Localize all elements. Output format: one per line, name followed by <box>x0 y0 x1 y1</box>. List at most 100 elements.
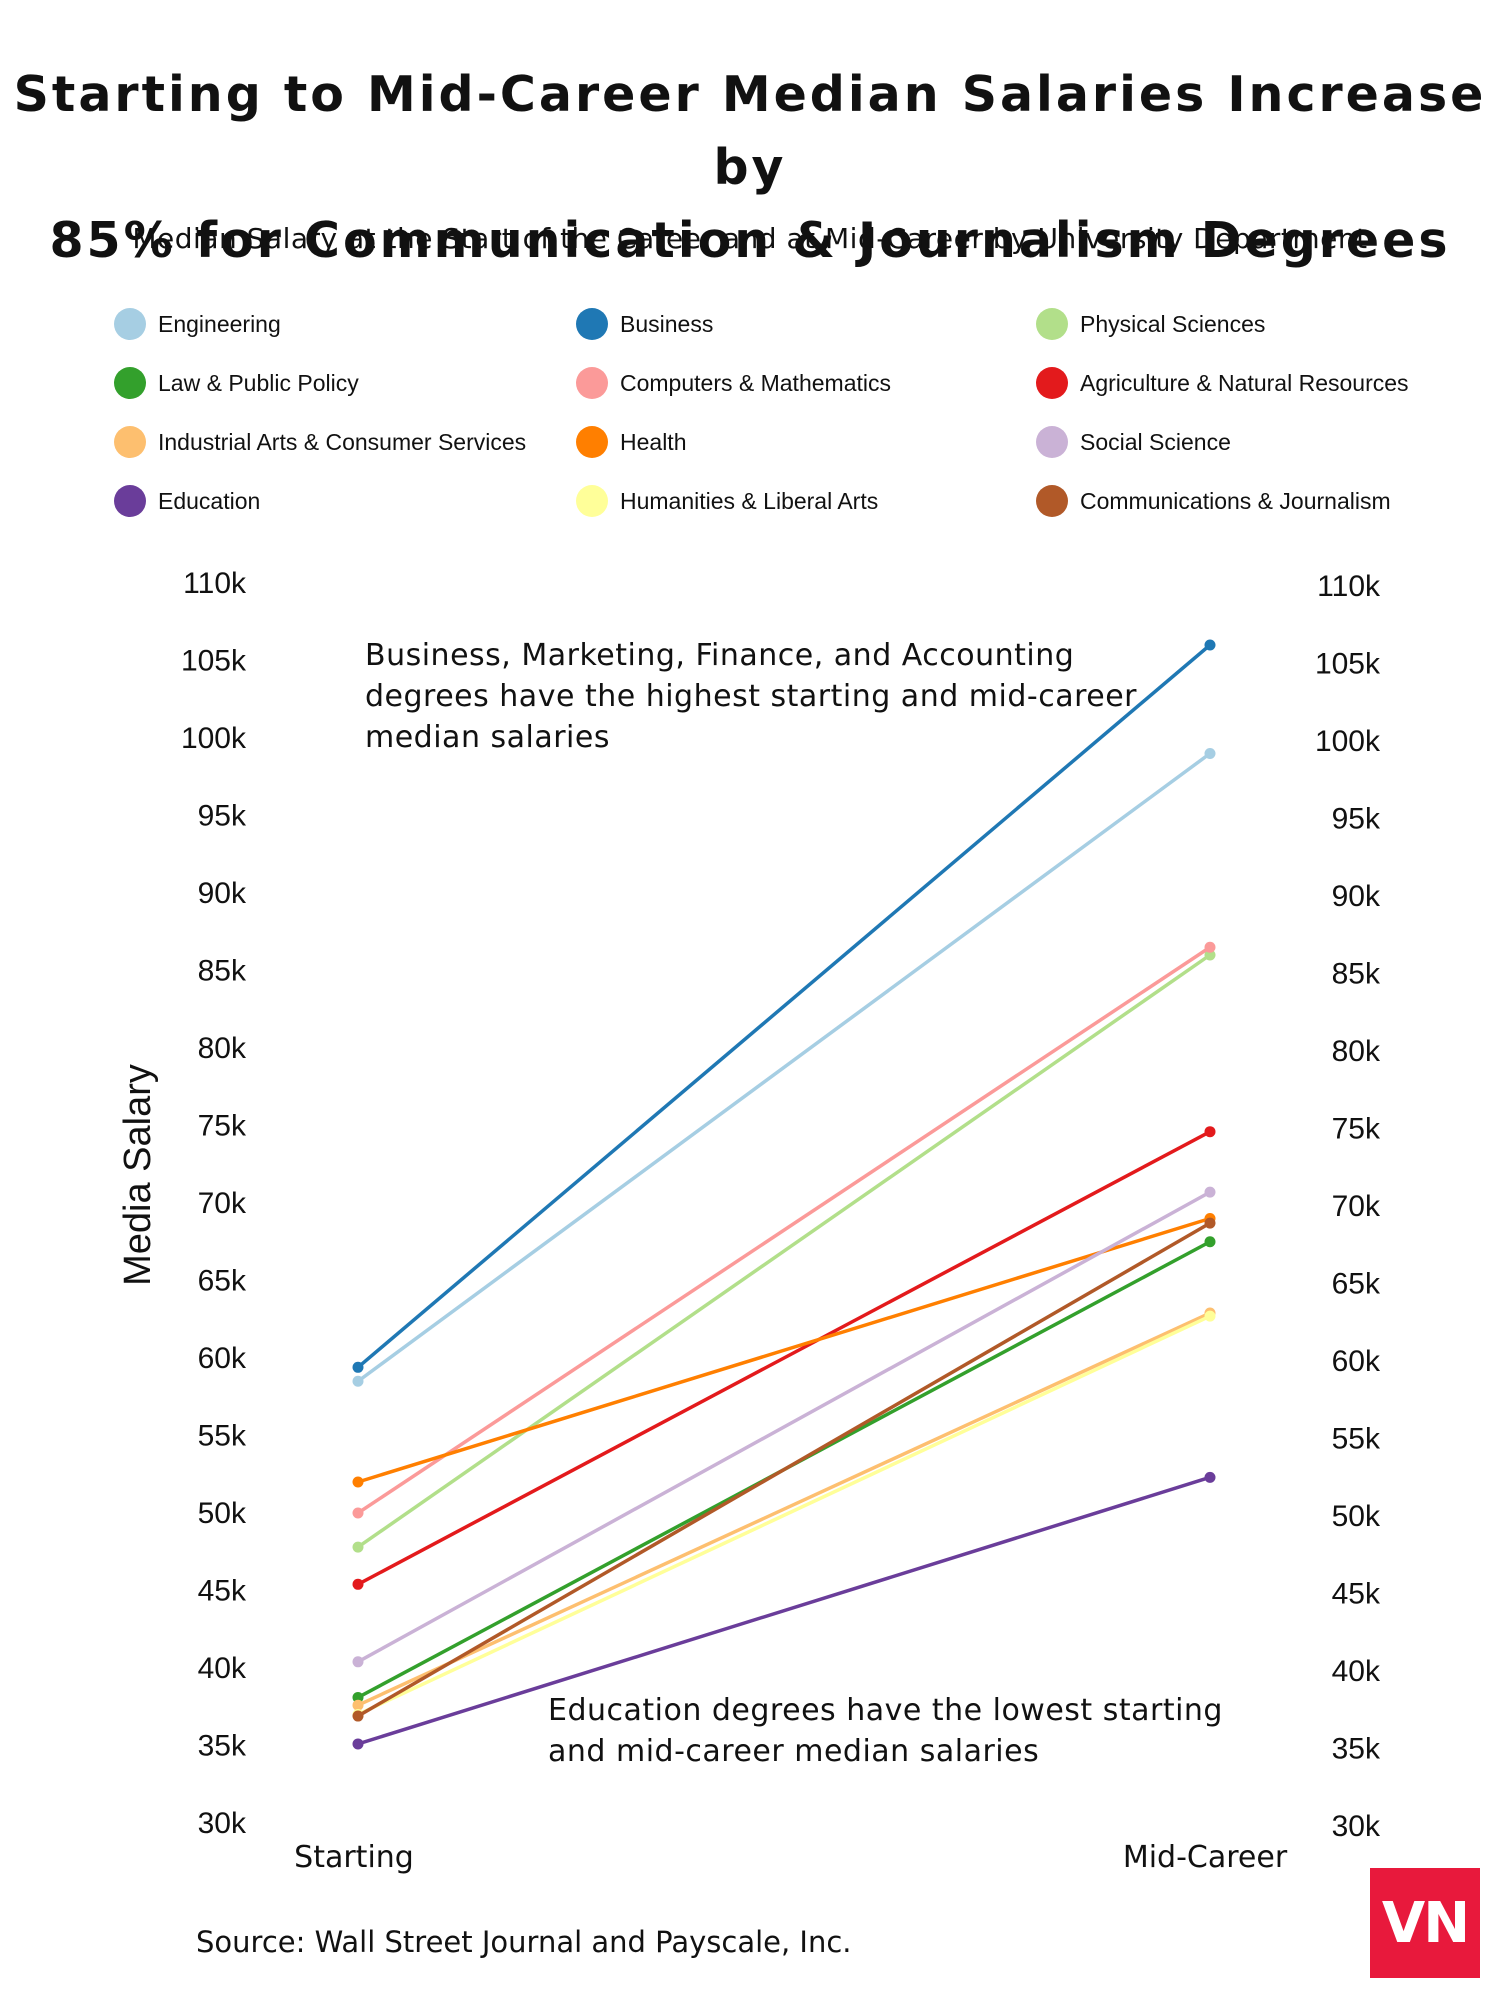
legend-label: Health <box>620 429 686 455</box>
legend-label: Law & Public Policy <box>158 370 359 396</box>
y-tick-label-right: 35k <box>1332 1733 1381 1766</box>
series-line <box>357 1475 1211 1746</box>
annotation-line: and mid-career median salaries <box>548 1734 1039 1769</box>
y-tick-label-right: 60k <box>1332 1345 1381 1378</box>
series-computers-mathematics <box>352 941 1216 1519</box>
y-tick-label-right: 85k <box>1332 958 1381 991</box>
x-category-mid-career: Mid-Career <box>1123 1840 1288 1875</box>
series-communications-journalism <box>352 1217 1216 1722</box>
y-tick-label-left: 35k <box>198 1730 247 1763</box>
legend-label: Communications & Journalism <box>1080 488 1391 514</box>
data-point-starting <box>352 1578 364 1590</box>
data-point-mid-career <box>1204 949 1216 961</box>
y-tick-label-left: 70k <box>198 1187 247 1220</box>
y-tick-label-right: 45k <box>1332 1578 1381 1611</box>
data-point-mid-career <box>1204 1471 1216 1483</box>
legend-item: Physical Sciences <box>1036 308 1265 340</box>
y-tick-label-left: 105k <box>181 645 247 678</box>
source-note: Source: Wall Street Journal and Payscale… <box>196 1925 852 1959</box>
legend-item: Agriculture & Natural Resources <box>1036 367 1409 399</box>
legend-swatch <box>576 426 608 458</box>
y-tick-label-left: 90k <box>198 877 247 910</box>
series-line <box>356 643 1212 1369</box>
y-tick-label-left: 100k <box>181 722 247 755</box>
legend-label: Physical Sciences <box>1080 311 1265 337</box>
legend-swatch <box>576 308 608 340</box>
y-tick-label-right: 65k <box>1332 1268 1381 1301</box>
series-line <box>357 1221 1211 1718</box>
legend-item: Social Science <box>1036 426 1231 458</box>
series-line <box>357 953 1211 1549</box>
series-line <box>357 1314 1211 1717</box>
data-point-mid-career <box>1204 748 1216 759</box>
legend-item: Computers & Mathematics <box>576 367 891 399</box>
series-line <box>357 1130 1211 1586</box>
y-tick-label-left: 85k <box>198 955 247 988</box>
legend-swatch <box>114 367 146 399</box>
data-point-starting <box>352 1361 364 1373</box>
series-health <box>352 1213 1216 1488</box>
y-tick-label-left: 65k <box>198 1265 247 1298</box>
x-category-starting: Starting <box>294 1840 414 1875</box>
data-point-starting <box>352 1738 364 1750</box>
legend-label: Business <box>620 311 713 337</box>
y-tick-label-right: 55k <box>1332 1423 1381 1456</box>
data-point-mid-career <box>1204 1236 1216 1248</box>
y-tick-label-left: 50k <box>198 1497 247 1530</box>
data-point-starting <box>352 1507 364 1519</box>
y-tick-label-left: 75k <box>198 1110 247 1143</box>
legend-swatch <box>576 367 608 399</box>
series-line <box>357 1190 1211 1664</box>
annotations: Business, Marketing, Finance, and Accoun… <box>365 638 1223 1769</box>
data-point-mid-career <box>1204 639 1216 651</box>
legend-item: Industrial Arts & Consumer Services <box>114 426 526 458</box>
data-point-mid-career <box>1204 1217 1216 1229</box>
legend-item: Health <box>576 426 686 458</box>
legend-swatch <box>1036 426 1068 458</box>
annotation-line: median salaries <box>365 720 610 755</box>
legend-item: Business <box>576 308 713 340</box>
legend-swatch <box>1036 308 1068 340</box>
data-point-starting <box>352 1699 364 1711</box>
y-tick-label-left: 45k <box>198 1575 247 1608</box>
y-tick-label-left: 60k <box>198 1342 247 1375</box>
series-physical-sciences <box>352 949 1216 1553</box>
legend-swatch <box>114 485 146 517</box>
y-tick-label-right: 105k <box>1315 648 1381 681</box>
series-engineering <box>352 748 1216 1387</box>
brand-logo: VN <box>1370 1868 1480 1978</box>
annotation-line: degrees have the highest starting and mi… <box>365 679 1137 714</box>
data-point-starting <box>352 1375 364 1387</box>
y-tick-label-right: 40k <box>1332 1655 1381 1688</box>
data-point-starting <box>352 1710 364 1722</box>
data-point-starting <box>352 1476 364 1488</box>
annotation-text: Education degrees have the lowest starti… <box>548 1693 1223 1769</box>
legend-swatch <box>1036 367 1068 399</box>
y-tick-label-right: 90k <box>1332 880 1381 913</box>
y-tick-label-right: 50k <box>1332 1500 1381 1533</box>
series-education <box>352 1471 1216 1750</box>
chart-title-line-2: 85% for Communication & Journalism Degre… <box>49 212 1451 269</box>
data-point-mid-career <box>1204 1186 1216 1198</box>
y-axis-label: Media Salary <box>117 1064 159 1286</box>
chart-title-line-1: Starting to Mid-Career Median Salaries I… <box>13 66 1487 196</box>
y-tick-label-right: 30k <box>1332 1810 1381 1843</box>
legend-item: Communications & Journalism <box>1036 485 1391 517</box>
legend-label: Social Science <box>1080 429 1231 455</box>
legend-item: Law & Public Policy <box>114 367 359 399</box>
y-tick-label-right: 75k <box>1332 1113 1381 1146</box>
legend-label: Humanities & Liberal Arts <box>620 488 878 514</box>
y-tick-label-right: 95k <box>1332 803 1381 836</box>
data-point-mid-career <box>1204 1310 1216 1322</box>
y-tick-label-left: 40k <box>198 1652 247 1685</box>
y-tick-label-right: 70k <box>1332 1190 1381 1223</box>
legend-label: Computers & Mathematics <box>620 370 891 396</box>
y-tick-label-right: 100k <box>1315 725 1381 758</box>
legend-label: Engineering <box>158 311 281 337</box>
legend-item: Humanities & Liberal Arts <box>576 485 878 517</box>
data-point-starting <box>352 1691 364 1703</box>
legend-label: Industrial Arts & Consumer Services <box>158 429 526 455</box>
legend-swatch <box>114 308 146 340</box>
data-point-starting <box>352 1656 364 1668</box>
